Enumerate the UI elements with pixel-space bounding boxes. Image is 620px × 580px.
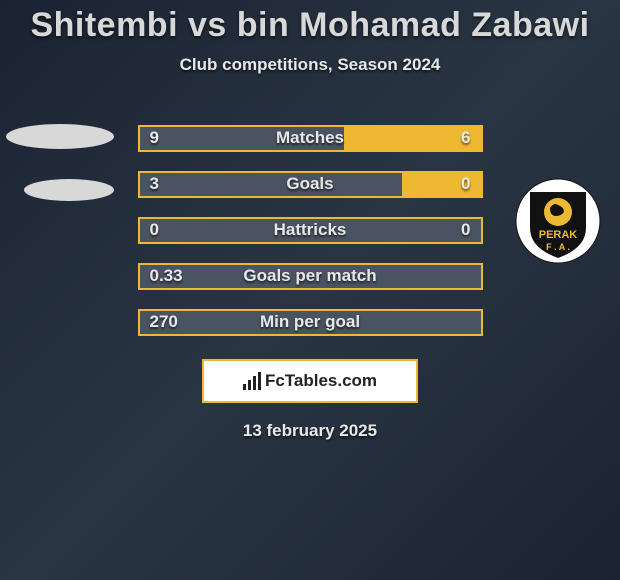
stat-label: Hattricks xyxy=(274,220,347,240)
stat-row: 270 Min per goal xyxy=(0,299,620,345)
subtitle: Club competitions, Season 2024 xyxy=(0,55,620,75)
stat-bar: 3 0 Goals xyxy=(138,171,483,198)
stat-value-left: 270 xyxy=(150,312,178,332)
stat-bar: 9 6 Matches xyxy=(138,125,483,152)
branding-panel: FcTables.com xyxy=(202,359,418,403)
stat-row: 3 0 Goals xyxy=(0,161,620,207)
stat-value-right: 6 xyxy=(461,128,470,148)
stat-row: 0.33 Goals per match xyxy=(0,253,620,299)
stat-bar: 0 0 Hattricks xyxy=(138,217,483,244)
stats-list: 9 6 Matches 3 0 Goals 0 0 Hattricks 0.33 Goals per… xyxy=(0,115,620,345)
stat-bar: 0.33 Goals per match xyxy=(138,263,483,290)
stat-label: Matches xyxy=(276,128,344,148)
stat-label: Goals per match xyxy=(243,266,376,286)
stat-value-left: 0.33 xyxy=(150,266,183,286)
date-label: 13 february 2025 xyxy=(0,421,620,441)
chart-icon xyxy=(243,372,261,390)
branding-text: FcTables.com xyxy=(265,371,377,391)
stat-value-left: 3 xyxy=(150,174,159,194)
stat-bar-left xyxy=(140,173,403,196)
stat-row: 9 6 Matches xyxy=(0,115,620,161)
stat-value-right: 0 xyxy=(461,174,470,194)
stat-label: Min per goal xyxy=(260,312,360,332)
stat-value-left: 9 xyxy=(150,128,159,148)
stat-value-left: 0 xyxy=(150,220,159,240)
page-title: Shitembi vs bin Mohamad Zabawi xyxy=(0,0,620,45)
stat-value-right: 0 xyxy=(461,220,470,240)
stat-row: 0 0 Hattricks xyxy=(0,207,620,253)
stat-label: Goals xyxy=(286,174,333,194)
stat-bar: 270 Min per goal xyxy=(138,309,483,336)
